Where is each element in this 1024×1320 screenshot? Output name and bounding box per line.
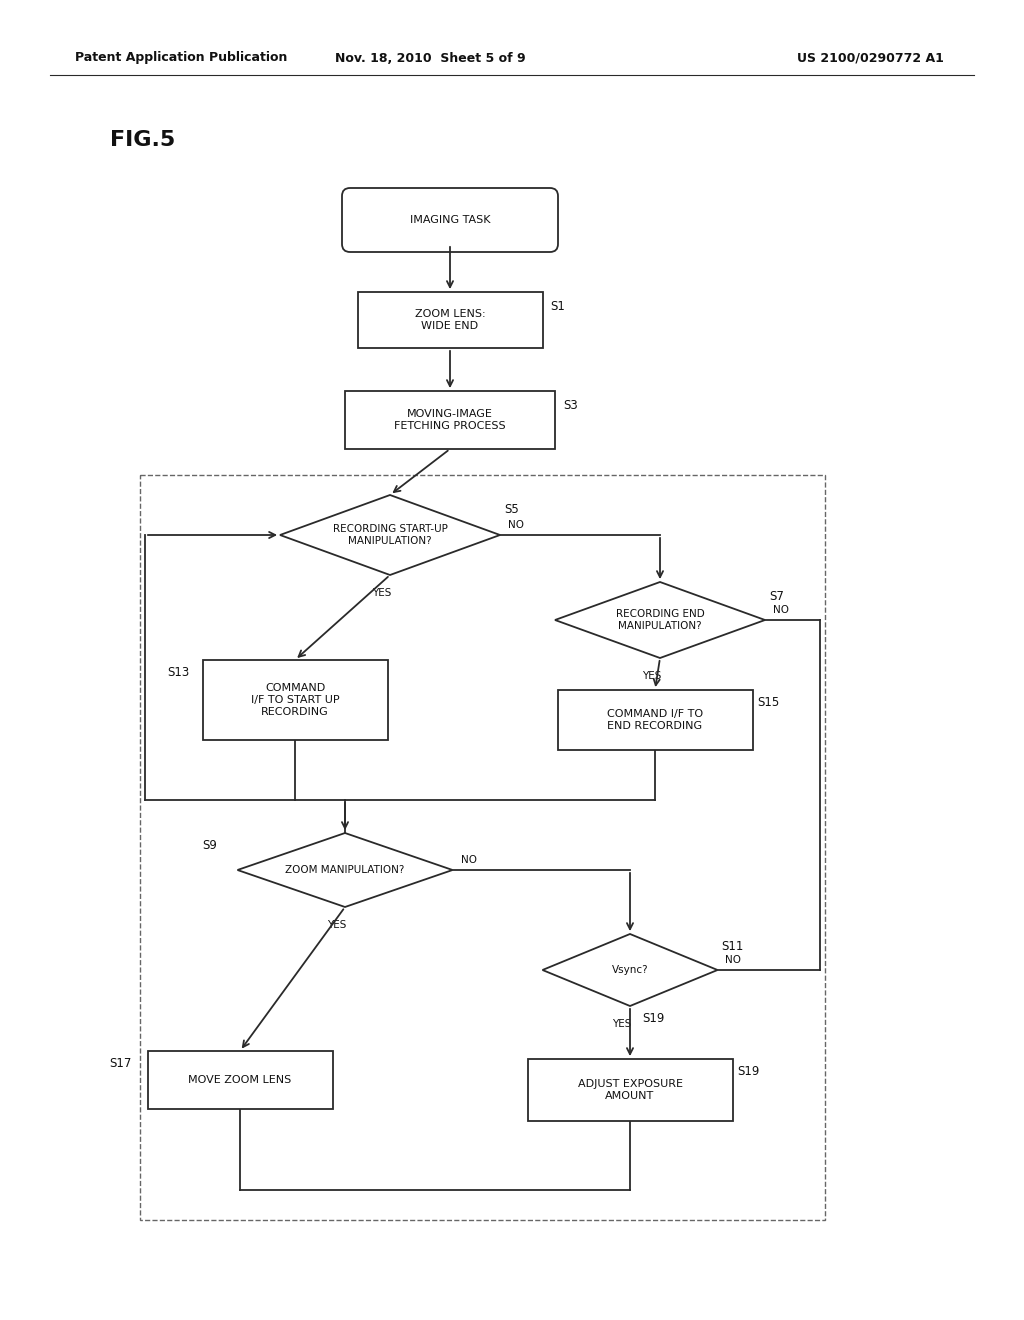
Polygon shape (280, 495, 500, 576)
Text: ZOOM LENS:
WIDE END: ZOOM LENS: WIDE END (415, 309, 485, 331)
Text: S5: S5 (504, 503, 519, 516)
FancyBboxPatch shape (342, 187, 558, 252)
Text: NO: NO (508, 520, 524, 531)
Text: NO: NO (725, 954, 741, 965)
Text: S11: S11 (722, 940, 743, 953)
Text: YES: YES (328, 920, 347, 931)
Text: ZOOM MANIPULATION?: ZOOM MANIPULATION? (286, 865, 404, 875)
Text: S19: S19 (642, 1012, 665, 1026)
Text: IMAGING TASK: IMAGING TASK (410, 215, 490, 224)
Text: COMMAND
I/F TO START UP
RECORDING: COMMAND I/F TO START UP RECORDING (251, 684, 339, 717)
Text: NO: NO (461, 855, 476, 865)
Text: S19: S19 (737, 1065, 760, 1078)
Text: MOVE ZOOM LENS: MOVE ZOOM LENS (188, 1074, 292, 1085)
Bar (527, 1059, 732, 1121)
Text: FIG.5: FIG.5 (110, 129, 175, 150)
Text: RECORDING END
MANIPULATION?: RECORDING END MANIPULATION? (615, 610, 705, 631)
Polygon shape (543, 935, 718, 1006)
Polygon shape (555, 582, 765, 657)
Text: US 2100/0290772 A1: US 2100/0290772 A1 (797, 51, 943, 65)
Text: YES: YES (642, 671, 662, 681)
Text: ADJUST EXPOSURE
AMOUNT: ADJUST EXPOSURE AMOUNT (578, 1080, 683, 1101)
Text: S9: S9 (203, 840, 217, 851)
Text: Nov. 18, 2010  Sheet 5 of 9: Nov. 18, 2010 Sheet 5 of 9 (335, 51, 525, 65)
Text: S3: S3 (563, 399, 578, 412)
Text: S15: S15 (758, 696, 779, 709)
Text: MOVING-IMAGE
FETCHING PROCESS: MOVING-IMAGE FETCHING PROCESS (394, 409, 506, 430)
Text: S1: S1 (551, 300, 565, 313)
Bar (357, 292, 543, 348)
Text: S13: S13 (168, 667, 189, 678)
Text: Patent Application Publication: Patent Application Publication (75, 51, 288, 65)
Text: RECORDING START-UP
MANIPULATION?: RECORDING START-UP MANIPULATION? (333, 524, 447, 545)
Bar (557, 690, 753, 750)
Bar (147, 1051, 333, 1109)
Text: YES: YES (612, 1019, 632, 1030)
Text: S17: S17 (110, 1057, 132, 1071)
Text: Vsync?: Vsync? (611, 965, 648, 975)
Text: COMMAND I/F TO
END RECORDING: COMMAND I/F TO END RECORDING (607, 709, 703, 731)
Bar (203, 660, 387, 741)
Bar (345, 391, 555, 449)
Text: S7: S7 (769, 590, 784, 603)
Text: NO: NO (773, 605, 790, 615)
Polygon shape (238, 833, 453, 907)
Bar (140, 475, 825, 1220)
Text: YES: YES (373, 587, 392, 598)
